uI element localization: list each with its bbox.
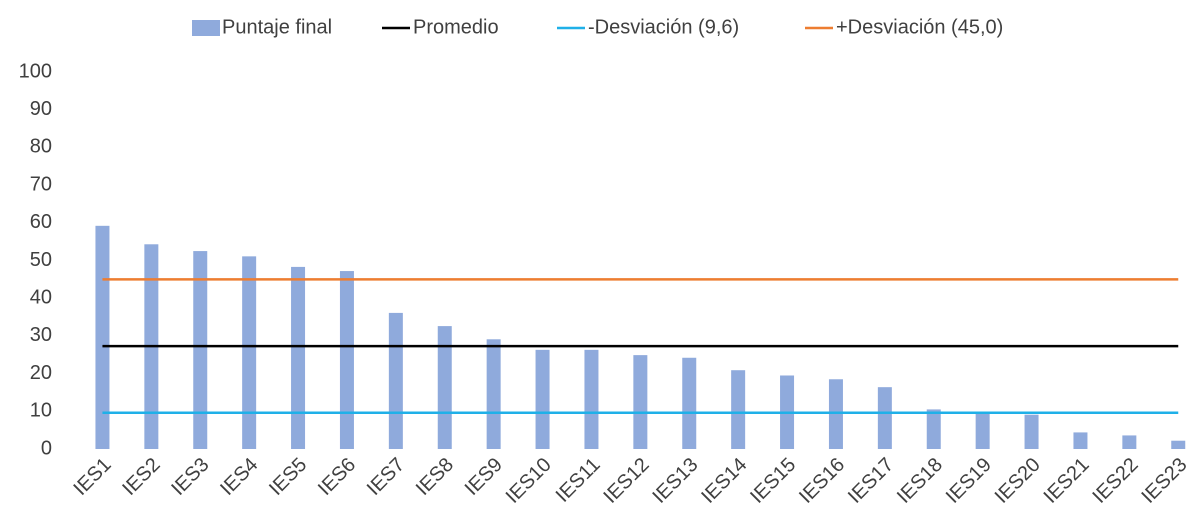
bar bbox=[926, 409, 941, 449]
legend-label: Puntaje final bbox=[222, 16, 332, 38]
bar bbox=[437, 326, 452, 449]
x-tick-label: IES2 bbox=[118, 454, 164, 500]
x-tick-label: IES22 bbox=[1089, 454, 1143, 508]
y-tick-label: 0 bbox=[41, 437, 52, 459]
y-tick-label: 90 bbox=[30, 98, 52, 120]
x-tick-label: IES19 bbox=[942, 454, 996, 508]
x-tick-label: IES1 bbox=[70, 454, 116, 500]
y-tick-label: 10 bbox=[30, 400, 52, 422]
x-tick-label: IES5 bbox=[265, 454, 311, 500]
bar bbox=[877, 387, 892, 449]
bar bbox=[339, 271, 354, 449]
bar bbox=[486, 339, 501, 449]
bar bbox=[291, 266, 306, 449]
bar bbox=[242, 256, 257, 449]
legend-swatch bbox=[192, 20, 220, 36]
bar bbox=[1171, 440, 1186, 449]
y-tick-label: 20 bbox=[30, 362, 52, 384]
bar bbox=[1073, 432, 1088, 449]
x-tick-label: IES12 bbox=[600, 454, 654, 508]
y-tick-label: 100 bbox=[19, 60, 52, 82]
y-tick-label: 30 bbox=[30, 324, 52, 346]
x-tick-label: IES10 bbox=[502, 454, 556, 508]
x-tick-label: IES21 bbox=[1040, 454, 1094, 508]
x-tick-label: IES14 bbox=[697, 454, 751, 508]
legend-label: +Desviación (45,0) bbox=[836, 16, 1003, 38]
x-tick-label: IES11 bbox=[552, 454, 605, 507]
bar bbox=[975, 411, 990, 449]
x-tick-label: IES13 bbox=[648, 454, 702, 508]
bar bbox=[828, 379, 843, 449]
x-tick-label: IES4 bbox=[216, 454, 262, 500]
y-tick-label: 50 bbox=[30, 249, 52, 271]
y-tick-label: 70 bbox=[30, 173, 52, 195]
bar bbox=[388, 312, 403, 449]
bar bbox=[535, 349, 550, 449]
x-tick-label: IES9 bbox=[461, 454, 507, 500]
x-tick-label: IES7 bbox=[363, 454, 409, 500]
x-tick-label: IES23 bbox=[1137, 454, 1191, 508]
x-tick-label: IES20 bbox=[991, 454, 1045, 508]
x-tick-label: IES15 bbox=[746, 454, 800, 508]
bar bbox=[731, 370, 746, 449]
bar bbox=[95, 225, 110, 449]
bar bbox=[682, 357, 697, 449]
x-tick-label: IES16 bbox=[795, 454, 849, 508]
y-tick-label: 80 bbox=[30, 136, 52, 158]
bar bbox=[193, 251, 208, 449]
bar bbox=[1024, 414, 1039, 449]
x-tick-label: IES18 bbox=[893, 454, 947, 508]
x-tick-label: IES17 bbox=[844, 454, 898, 508]
x-tick-label: IES6 bbox=[314, 454, 360, 500]
legend-label: Promedio bbox=[413, 16, 499, 38]
x-tick-label: IES3 bbox=[167, 454, 213, 500]
y-tick-label: 60 bbox=[30, 211, 52, 233]
y-tick-label: 40 bbox=[30, 286, 52, 308]
legend-label: -Desviación (9,6) bbox=[588, 16, 739, 38]
bar bbox=[584, 349, 599, 449]
bar bbox=[633, 355, 648, 449]
x-tick-label: IES8 bbox=[412, 454, 458, 500]
bar bbox=[1122, 435, 1137, 449]
